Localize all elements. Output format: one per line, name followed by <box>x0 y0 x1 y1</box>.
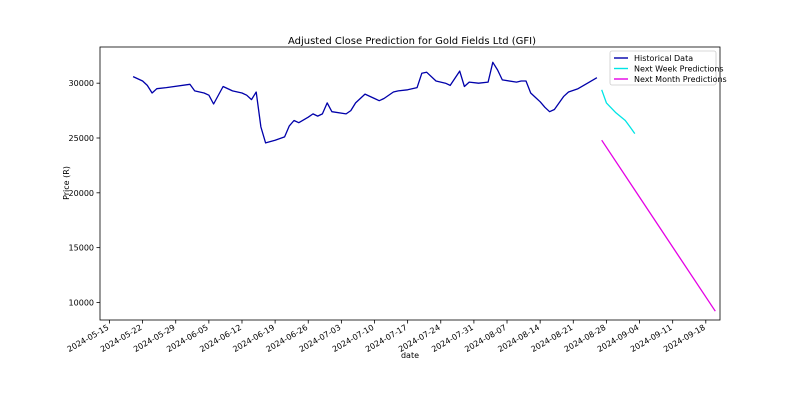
legend-entry: Historical Data <box>634 54 693 63</box>
legend-entry: Next Week Predictions <box>634 65 724 74</box>
legend-box <box>609 50 717 86</box>
series-line-0 <box>132 61 598 144</box>
plot-frame <box>99 46 721 321</box>
x-axis-label: date <box>401 351 419 360</box>
y-tick-label: 10000 <box>69 298 94 307</box>
y-axis-label: Price (R) <box>62 166 71 200</box>
y-tick-label: 30000 <box>69 79 94 88</box>
legend-entry: Next Month Predictions <box>634 75 727 84</box>
chart-title: Adjusted Close Prediction for Gold Field… <box>288 36 536 47</box>
y-tick-label: 25000 <box>69 134 94 143</box>
y-tick-label: 15000 <box>69 244 94 253</box>
series-line-2 <box>601 139 716 312</box>
series-group <box>132 61 716 312</box>
x-axis: 2024-05-152024-05-222024-05-292024-06-05… <box>66 320 707 354</box>
series-line-1 <box>601 89 636 134</box>
y-tick-label: 20000 <box>69 189 94 198</box>
y-axis: 10000 15000 20000 25000 30000 <box>69 79 100 307</box>
legend: Historical Data Next Week PredictionsNext… <box>609 50 727 86</box>
